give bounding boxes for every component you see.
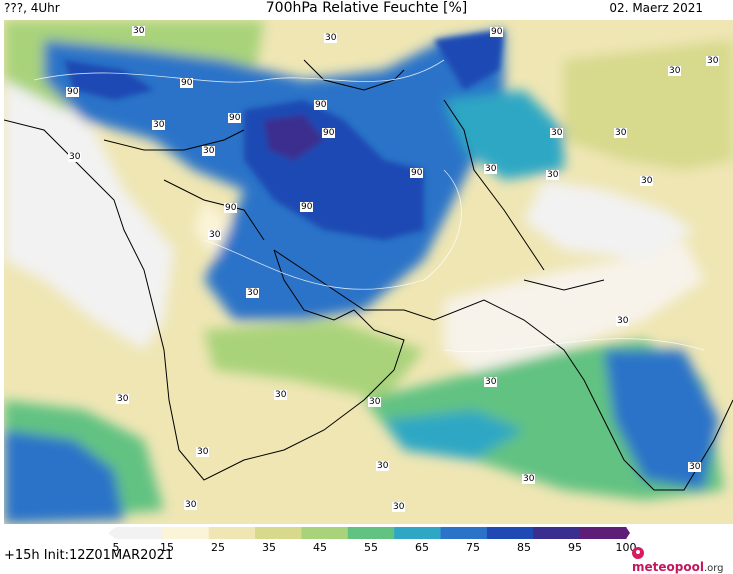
colorbar-tick-label: 75 xyxy=(466,541,480,554)
colorbar-segment xyxy=(394,527,442,539)
contour-label: 30 xyxy=(324,33,338,43)
contour-label: 30 xyxy=(640,176,654,186)
contour-label: 30 xyxy=(184,500,198,510)
contour-label: 30 xyxy=(274,390,288,400)
contour-label: 90 xyxy=(180,78,194,88)
colorbar-segment xyxy=(486,527,534,539)
contour-label: 30 xyxy=(152,120,166,130)
map-header: ???, 4Uhr 700hPa Relative Feuchte [%] 02… xyxy=(0,0,733,20)
contour-label: 30 xyxy=(668,66,682,76)
colorbar-tick-label: 45 xyxy=(313,541,327,554)
contour-label: 30 xyxy=(246,288,260,298)
contour-label: 30 xyxy=(550,128,564,138)
colorbar-tick-label: 55 xyxy=(364,541,378,554)
colorbar-tick-label: 95 xyxy=(568,541,582,554)
contour-label: 30 xyxy=(392,502,406,512)
contour-label: 90 xyxy=(410,168,424,178)
forecast-date: 02. Maerz 2021 xyxy=(609,1,703,15)
contour-label: 30 xyxy=(706,56,720,66)
colorbar-tick-label: 25 xyxy=(211,541,225,554)
colorbar-max-arrow xyxy=(626,527,630,539)
contour-label: 30 xyxy=(484,377,498,387)
colorbar-segment xyxy=(579,527,627,539)
colorbar-tick-label: 65 xyxy=(415,541,429,554)
humidity-map: 30 30 90 90 90 90 90 90 90 90 90 30 30 3… xyxy=(4,20,733,524)
init-time: +15h Init:12Z01MAR2021 xyxy=(4,548,174,563)
contour-label: 90 xyxy=(228,113,242,123)
colorbar-tick-label: 5 xyxy=(112,541,120,554)
colorbar-min-arrow xyxy=(108,527,116,539)
contour-label: 90 xyxy=(490,27,504,37)
contour-label: 30 xyxy=(616,316,630,326)
contour-label: 90 xyxy=(224,203,238,213)
humidity-field xyxy=(4,20,733,524)
colorbar-segment xyxy=(301,527,349,539)
contour-label: 30 xyxy=(546,170,560,180)
contour-label: 30 xyxy=(368,397,382,407)
forecast-time: ???, 4Uhr xyxy=(4,1,60,15)
map-title: 700hPa Relative Feuchte [%] xyxy=(265,0,468,16)
contour-label: 30 xyxy=(208,230,222,240)
colorbar-segment xyxy=(162,527,210,539)
colorbar-segment xyxy=(255,527,302,539)
colorbar-segment xyxy=(440,527,488,539)
contour-label: 30 xyxy=(522,474,536,484)
colorbar xyxy=(108,527,630,539)
contour-label: 30 xyxy=(132,26,146,36)
meteopool-logo[interactable]: meteopool.org xyxy=(632,546,733,574)
contour-label: 30 xyxy=(614,128,628,138)
contour-label: 90 xyxy=(314,100,328,110)
contour-label: 30 xyxy=(116,394,130,404)
contour-label: 30 xyxy=(68,152,82,162)
colorbar-tick-label: 35 xyxy=(262,541,276,554)
colorbar-segment xyxy=(533,527,581,539)
contour-label: 30 xyxy=(688,462,702,472)
contour-label: 30 xyxy=(202,146,216,156)
logo-icon xyxy=(632,547,644,559)
contour-label: 90 xyxy=(322,128,336,138)
colorbar-segment xyxy=(116,527,163,539)
contour-label: 90 xyxy=(300,202,314,212)
colorbar-segment xyxy=(347,527,395,539)
colorbar-segment xyxy=(208,527,256,539)
logo-name: meteopool xyxy=(632,560,704,574)
contour-label: 30 xyxy=(484,164,498,174)
logo-tld: .org xyxy=(703,563,724,574)
contour-label: 30 xyxy=(376,461,390,471)
colorbar-tick-label: 15 xyxy=(160,541,174,554)
contour-label: 30 xyxy=(196,447,210,457)
colorbar-tick-label: 85 xyxy=(517,541,531,554)
contour-label: 90 xyxy=(66,87,80,97)
colorbar-tick-label: 100 xyxy=(615,541,637,554)
